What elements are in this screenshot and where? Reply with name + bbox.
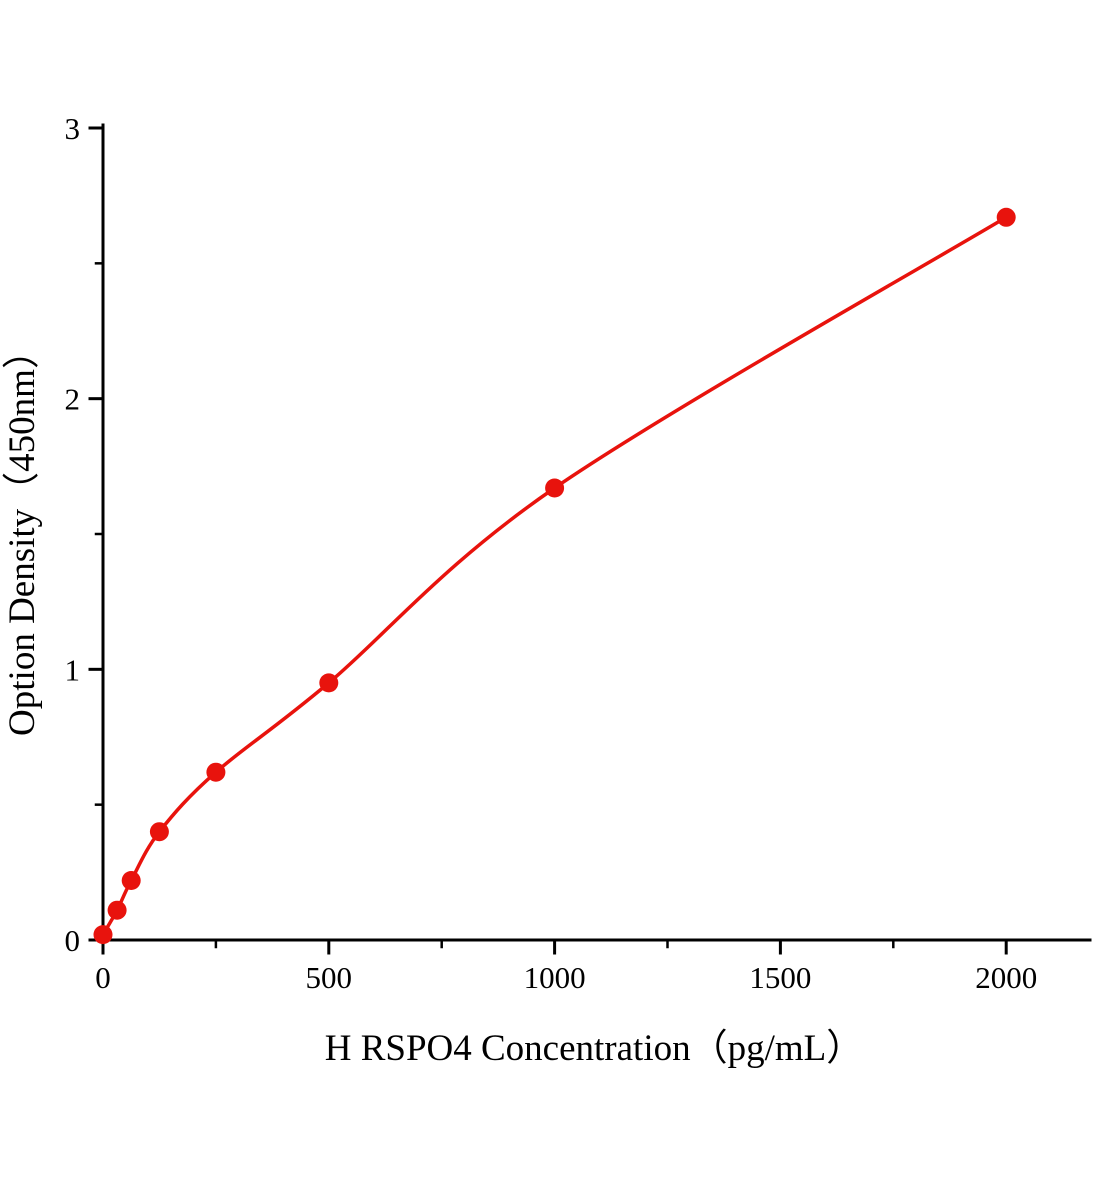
- x-tick-label: 1000: [524, 960, 586, 995]
- y-tick-label: 1: [65, 652, 81, 687]
- x-tick-label: 1500: [749, 960, 811, 995]
- data-point-marker: [93, 925, 113, 945]
- x-tick-label: 0: [95, 960, 111, 995]
- tick-labels: 0 500 1000 1500 2000 0 1 2 3: [65, 111, 1038, 995]
- x-axis-label: H RSPO4 Concentration（pg/mL）: [325, 1028, 864, 1069]
- data-point-marker: [206, 762, 226, 782]
- data-point-marker: [996, 207, 1016, 227]
- y-axis-label: Option Density（450nm）: [2, 332, 43, 736]
- tick-marks: [88, 126, 1008, 955]
- data-points: [93, 207, 1016, 945]
- axes: [101, 123, 1092, 942]
- data-point-marker: [107, 900, 127, 920]
- fit-curve-path: [101, 215, 1008, 937]
- y-tick-label: 2: [65, 382, 81, 417]
- data-point-marker: [121, 871, 141, 890]
- x-tick-label: 500: [306, 960, 353, 995]
- y-tick-label: 0: [65, 923, 81, 958]
- y-tick-label: 3: [65, 111, 81, 146]
- data-point-marker: [319, 673, 339, 693]
- fit-curve: [101, 215, 1008, 937]
- data-point-marker: [149, 822, 169, 842]
- x-tick-label: 2000: [975, 960, 1037, 995]
- data-point-marker: [545, 478, 565, 498]
